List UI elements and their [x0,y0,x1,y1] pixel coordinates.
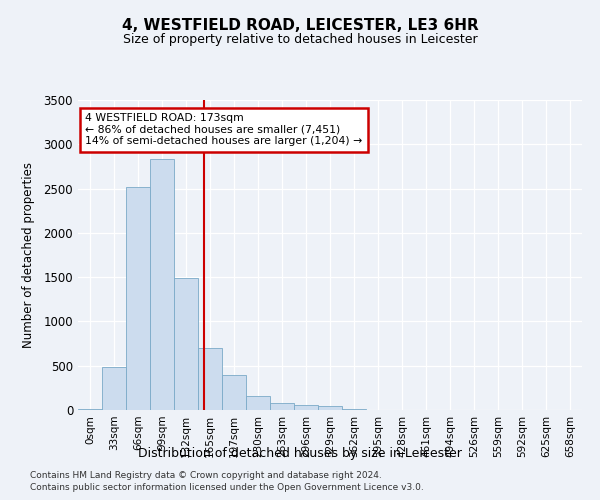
Bar [270,403,294,410]
Bar [126,187,150,410]
Bar [222,376,246,410]
Y-axis label: Number of detached properties: Number of detached properties [22,162,35,348]
Text: Distribution of detached houses by size in Leicester: Distribution of detached houses by size … [138,448,462,460]
Bar [294,405,318,410]
Bar [78,409,102,410]
Bar [102,368,126,410]
Bar [198,348,222,410]
Bar [150,160,174,410]
Bar [246,396,270,410]
Text: 4 WESTFIELD ROAD: 173sqm
← 86% of detached houses are smaller (7,451)
14% of sem: 4 WESTFIELD ROAD: 173sqm ← 86% of detach… [85,114,362,146]
Text: Contains HM Land Registry data © Crown copyright and database right 2024.: Contains HM Land Registry data © Crown c… [30,470,382,480]
Bar [174,278,198,410]
Bar [342,409,366,410]
Text: Contains public sector information licensed under the Open Government Licence v3: Contains public sector information licen… [30,483,424,492]
Text: 4, WESTFIELD ROAD, LEICESTER, LE3 6HR: 4, WESTFIELD ROAD, LEICESTER, LE3 6HR [122,18,478,32]
Bar [318,406,342,410]
Text: Size of property relative to detached houses in Leicester: Size of property relative to detached ho… [122,32,478,46]
